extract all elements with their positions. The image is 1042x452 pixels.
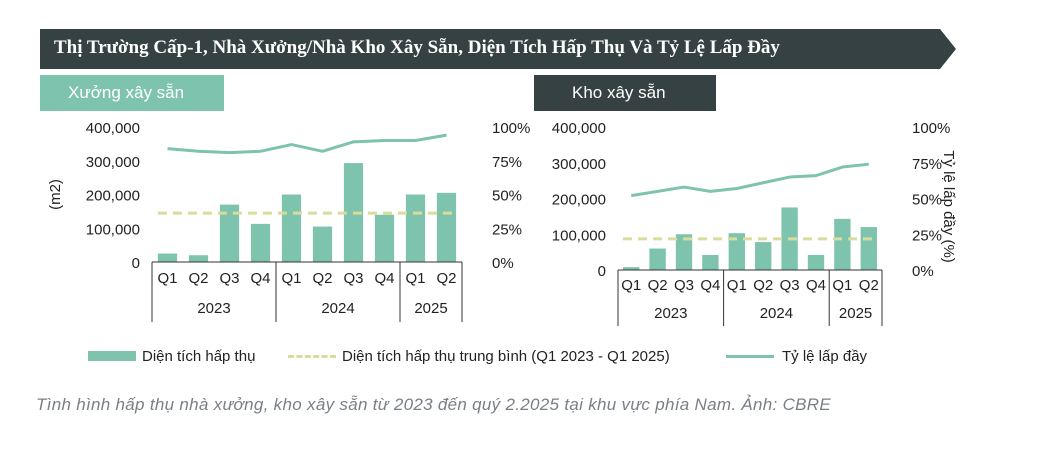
- factory-bar: [157, 253, 178, 262]
- warehouse-ytick-label: 300,000: [552, 156, 606, 173]
- factory-y2tick-label: 50%: [492, 188, 522, 205]
- warehouse-xtick-label: Q1: [621, 277, 641, 294]
- legend-swatch-bar: [88, 351, 136, 361]
- legend-item-average: Diện tích hấp thụ trung bình (Q1 2023 - …: [288, 344, 670, 368]
- warehouse-bar: [702, 254, 719, 270]
- warehouse-bar: [675, 234, 693, 270]
- warehouse-xtick-label: Q2: [753, 277, 773, 294]
- legend-label-occupancy: Tỷ lệ lấp đầy: [782, 347, 868, 365]
- factory-xtick-label: Q1: [281, 270, 301, 287]
- warehouse-bar: [860, 227, 877, 270]
- factory-y2tick-label: 75%: [492, 154, 522, 171]
- factory-xtick-label: Q2: [312, 270, 332, 287]
- factory-ytick-label: 100,000: [86, 221, 140, 238]
- warehouse-xtick-label: Q4: [700, 277, 720, 294]
- factory-bar: [188, 255, 209, 262]
- warehouse-xtick-label: Q1: [832, 277, 852, 294]
- factory-bar: [219, 204, 240, 262]
- warehouse-year-label: 2024: [760, 305, 793, 322]
- warehouse-y2tick-label: 0%: [912, 263, 934, 280]
- factory-ytick-label: 400,000: [86, 120, 140, 137]
- chart-tag-factory: Xưởng xây sẵn: [40, 75, 224, 111]
- factory-bar: [436, 192, 457, 262]
- factory-ytick-label: 300,000: [86, 154, 140, 171]
- factory-y2tick-label: 100%: [492, 120, 530, 137]
- warehouse-y2tick-label: 100%: [912, 120, 950, 137]
- banner-arrow-shape: [40, 29, 956, 69]
- legend-swatch-line: [726, 354, 774, 358]
- image-caption: Tình hình hấp thụ nhà xưởng, kho xây sẵn…: [36, 395, 832, 414]
- factory-ytick-label: 0: [132, 255, 140, 272]
- warehouse-year-label: 2025: [839, 305, 872, 322]
- legend-item-absorption: Diện tích hấp thụ: [88, 344, 255, 368]
- warehouse-ytick-label: 200,000: [552, 192, 606, 209]
- warehouse-bar: [807, 254, 825, 270]
- warehouse-bar: [834, 218, 851, 270]
- factory-bar: [312, 226, 333, 262]
- factory-year-label: 2024: [321, 300, 354, 317]
- warehouse-y2tick-label: 75%: [912, 156, 942, 173]
- warehouse-year-label: 2023: [654, 305, 687, 322]
- warehouse-ytick-label: 100,000: [552, 227, 606, 244]
- factory-ytick-label: 200,000: [86, 188, 140, 205]
- warehouse-xtick-label: Q4: [806, 277, 826, 294]
- warehouse-bar: [728, 233, 745, 270]
- factory-xtick-label: Q1: [405, 270, 425, 287]
- factory-occupancy-line: [167, 133, 447, 155]
- warehouse-xtick-label: Q2: [859, 277, 879, 294]
- factory-xtick-label: Q3: [343, 270, 363, 287]
- factory-xtick-label: Q4: [250, 270, 270, 287]
- warehouse-y2tick-label: 50%: [912, 192, 942, 209]
- factory-year-label: 2025: [414, 300, 447, 317]
- factory-bar: [374, 214, 395, 262]
- factory-y2tick-label: 0%: [492, 255, 514, 272]
- factory-y2tick-label: 25%: [492, 221, 522, 238]
- factory-year-label: 2023: [197, 300, 230, 317]
- factory-bar: [405, 194, 426, 262]
- warehouse-occupancy-line: [630, 162, 869, 198]
- warehouse-ytick-label: 400,000: [552, 120, 606, 137]
- chart-tag-warehouse: Kho xây sẵn: [534, 75, 716, 111]
- warehouse-xtick-label: Q2: [648, 277, 668, 294]
- warehouse-bar: [755, 242, 772, 270]
- chart-banner: Thị Trường Cấp-1, Nhà Xưởng/Nhà Kho Xây …: [40, 29, 956, 69]
- factory-xtick-label: Q3: [219, 270, 239, 287]
- legend-label-absorption: Diện tích hấp thụ: [142, 347, 256, 365]
- warehouse-y2tick-label: 25%: [912, 227, 942, 244]
- factory-bar: [250, 223, 271, 262]
- factory-bar: [281, 194, 302, 262]
- banner-title: Thị Trường Cấp-1, Nhà Xưởng/Nhà Kho Xây …: [54, 37, 780, 58]
- legend-item-occupancy: Tỷ lệ lấp đầy: [726, 344, 867, 368]
- warehouse-y2label: Tỷ lệ lấp đầy (%): [940, 150, 957, 263]
- factory-xtick-label: Q2: [188, 270, 208, 287]
- factory-xtick-label: Q1: [157, 270, 177, 287]
- warehouse-xtick-label: Q1: [727, 277, 747, 294]
- warehouse-bar: [649, 248, 666, 270]
- factory-xtick-label: Q4: [374, 270, 394, 287]
- warehouse-bar: [623, 267, 640, 270]
- warehouse-xtick-label: Q3: [674, 277, 694, 294]
- warehouse-xtick-label: Q3: [780, 277, 800, 294]
- warehouse-ytick-label: 0: [598, 263, 606, 280]
- legend-label-average: Diện tích hấp thụ trung bình (Q1 2023 - …: [342, 347, 670, 365]
- legend-swatch-dashed: [288, 354, 336, 358]
- factory-ylabel: (m2): [47, 179, 64, 210]
- factory-xtick-label: Q2: [436, 270, 456, 287]
